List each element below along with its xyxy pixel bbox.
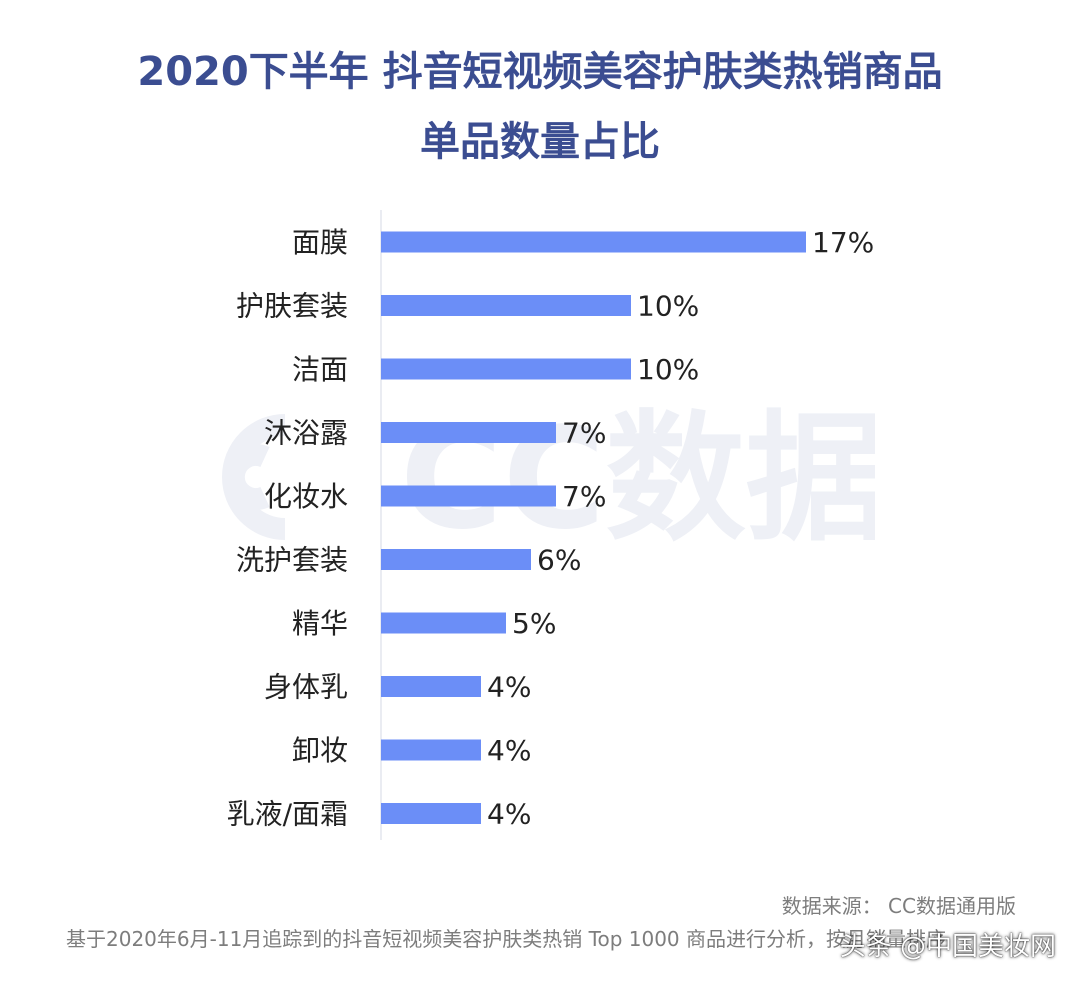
category-label: 身体乳 xyxy=(264,671,348,704)
credit-watermark: 头条 @中国美妆网 xyxy=(839,932,1056,962)
bar xyxy=(381,422,556,443)
category-label: 乳液/面霜 xyxy=(227,798,348,831)
category-label: 卸妆 xyxy=(292,734,348,767)
watermark-logo: CC数据 xyxy=(222,405,875,545)
category-label: 化妆水 xyxy=(264,480,348,513)
bar xyxy=(381,231,806,253)
value-label: 4% xyxy=(487,734,531,767)
category-label: 沐浴露 xyxy=(264,417,348,450)
value-label: 4% xyxy=(487,798,531,831)
value-label: 7% xyxy=(562,417,606,450)
bar xyxy=(381,549,531,570)
bar xyxy=(381,803,481,824)
category-label: 精华 xyxy=(292,607,348,640)
bar xyxy=(381,676,481,697)
bar xyxy=(381,358,631,380)
bar xyxy=(381,612,506,634)
category-label: 洁面 xyxy=(292,353,348,386)
bar xyxy=(381,295,631,316)
bar xyxy=(381,739,481,761)
value-label: 17% xyxy=(812,226,874,259)
value-label: 7% xyxy=(562,480,606,513)
category-label: 护肤套装 xyxy=(236,290,348,323)
value-label: 10% xyxy=(637,290,699,323)
data-source: 数据来源： CC数据通用版 xyxy=(781,894,1016,918)
category-label: 洗护套装 xyxy=(236,544,348,577)
value-label: 4% xyxy=(487,671,531,704)
value-label: 10% xyxy=(637,353,699,386)
chart-title-line1: 2020下半年 抖音短视频美容护肤类热销商品 xyxy=(137,49,943,95)
category-label: 面膜 xyxy=(292,226,348,259)
data-note: 基于2020年6月-11月追踪到的抖音短视频美容护肤类热销 Top 1000 商… xyxy=(66,927,947,951)
chart-title-line2: 单品数量占比 xyxy=(420,119,660,165)
value-label: 6% xyxy=(537,544,581,577)
bar xyxy=(381,485,556,507)
value-label: 5% xyxy=(512,607,556,640)
